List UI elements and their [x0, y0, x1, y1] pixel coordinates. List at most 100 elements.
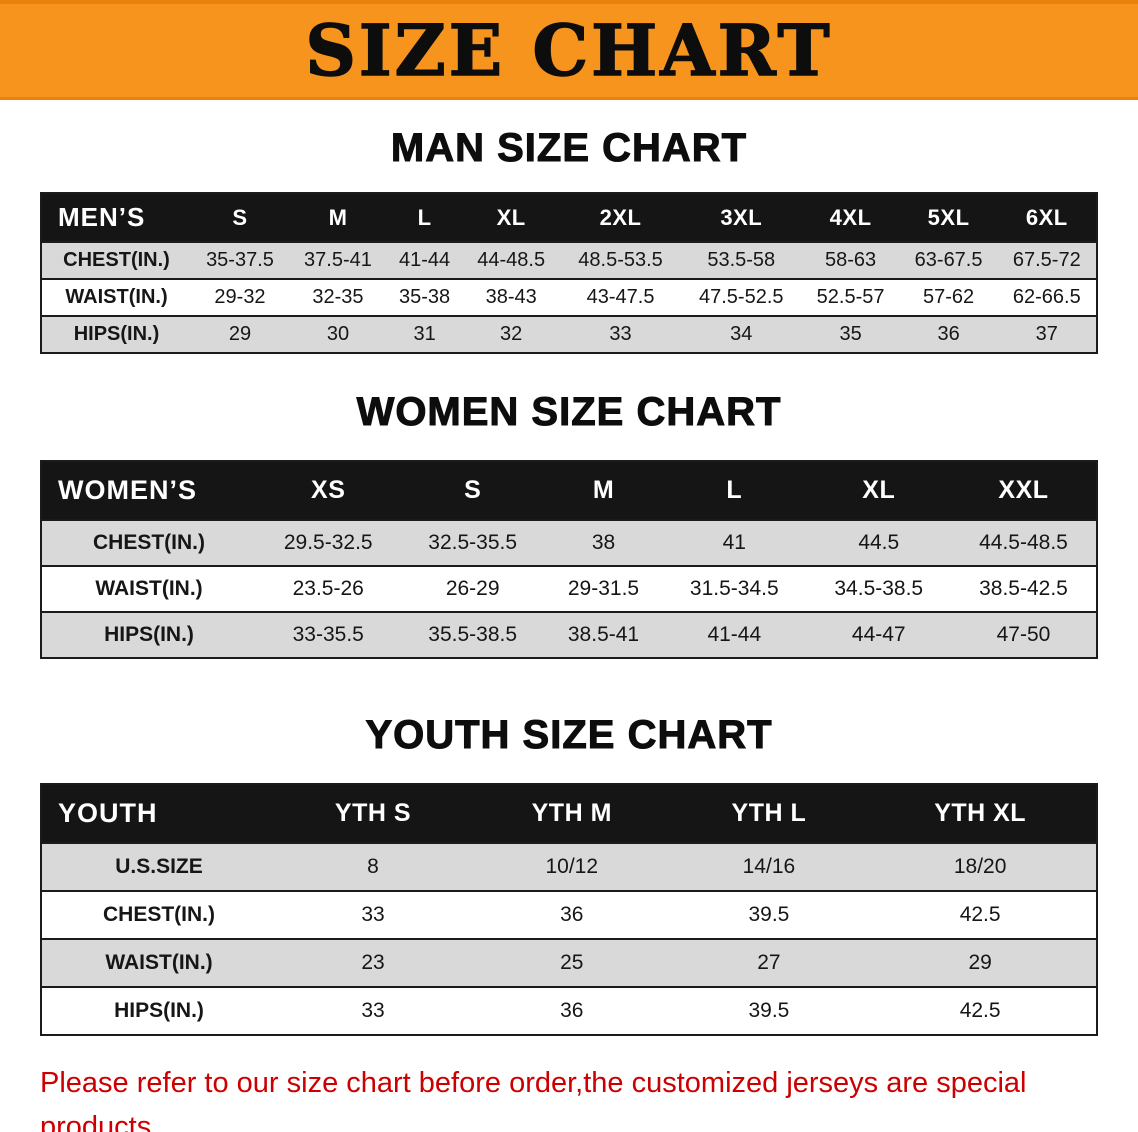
- row-label: CHEST(IN.): [41, 519, 256, 566]
- youth-size-table: YOUTH YTH S YTH M YTH L YTH XL U.S.SIZE 8 10/12…: [40, 783, 1098, 1036]
- row-label: WAIST(IN.): [41, 565, 256, 612]
- table-corner-label: MEN’S: [41, 193, 191, 242]
- column-header: XXL: [950, 461, 1097, 520]
- size-cell: 58-63: [801, 241, 900, 279]
- table-row: CHEST(IN.) 35-37.5 37.5-41 41-44 44-48.5 48.5…: [41, 241, 1097, 279]
- row-label: WAIST(IN.): [41, 278, 191, 316]
- size-cell: 47.5-52.5: [680, 278, 802, 316]
- table-corner-label: YOUTH: [41, 784, 276, 843]
- size-cell: 26-29: [400, 565, 545, 612]
- column-header: YTH XL: [864, 784, 1097, 843]
- size-cell: 39.5: [673, 890, 865, 939]
- column-header: M: [544, 461, 663, 520]
- table-row: WAIST(IN.) 23 25 27 29: [41, 938, 1097, 987]
- size-cell: 33: [276, 890, 470, 939]
- size-cell: 23.5-26: [256, 565, 401, 612]
- size-cell: 57-62: [899, 278, 998, 316]
- size-cell: 33: [560, 315, 681, 353]
- table-row: CHEST(IN.) 33 36 39.5 42.5: [41, 890, 1097, 939]
- table-row: HIPS(IN.) 33 36 39.5 42.5: [41, 986, 1097, 1035]
- size-cell: 18/20: [864, 842, 1097, 891]
- size-cell: 32.5-35.5: [400, 519, 545, 566]
- size-cell: 29-32: [191, 278, 289, 316]
- size-cell: 31.5-34.5: [662, 565, 807, 612]
- size-cell: 47-50: [950, 611, 1097, 658]
- size-cell: 62-66.5: [997, 278, 1097, 316]
- size-cell: 38: [544, 519, 663, 566]
- size-cell: 63-67.5: [899, 241, 998, 279]
- size-cell: 36: [469, 890, 674, 939]
- table-row: CHEST(IN.) 29.5-32.5 32.5-35.5 38 41 44.5 44.5…: [41, 519, 1097, 566]
- women-size-table: WOMEN’S XS S M L XL XXL CHEST(IN.) 29.5-32.5 32.5…: [40, 460, 1098, 659]
- column-header: XL: [462, 193, 561, 242]
- size-cell: 44.5: [806, 519, 951, 566]
- size-cell: 29: [191, 315, 289, 353]
- row-label: HIPS(IN.): [41, 986, 276, 1035]
- size-cell: 52.5-57: [801, 278, 900, 316]
- size-cell: 30: [288, 315, 387, 353]
- table-row: WAIST(IN.) 23.5-26 26-29 29-31.5 31.5-34.5 34…: [41, 565, 1097, 612]
- size-cell: 34: [680, 315, 802, 353]
- size-cell: 44-47: [806, 611, 951, 658]
- size-cell: 31: [386, 315, 463, 353]
- size-cell: 29: [864, 938, 1097, 987]
- column-header: S: [400, 461, 545, 520]
- column-header: 4XL: [801, 193, 900, 242]
- size-cell: 23: [276, 938, 470, 987]
- size-cell: 41-44: [662, 611, 807, 658]
- youth-size-section: YOUTH SIZE CHART YOUTH YTH S YTH M YTH L YTH…: [0, 713, 1138, 1036]
- size-cell: 10/12: [469, 842, 674, 891]
- size-cell: 67.5-72: [997, 241, 1097, 279]
- size-cell: 33-35.5: [256, 611, 401, 658]
- size-cell: 29-31.5: [544, 565, 663, 612]
- men-size-table: MEN’S S M L XL 2XL 3XL 4XL 5XL 6XL CHEST(IN.) 35-37…: [40, 192, 1098, 354]
- size-cell: 44.5-48.5: [950, 519, 1097, 566]
- size-cell: 35: [801, 315, 900, 353]
- size-cell: 32-35: [288, 278, 387, 316]
- size-cell: 41-44: [386, 241, 463, 279]
- table-header-row: YOUTH YTH S YTH M YTH L YTH XL: [41, 784, 1097, 843]
- size-cell: 29.5-32.5: [256, 519, 401, 566]
- size-cell: 36: [899, 315, 998, 353]
- row-label: CHEST(IN.): [41, 890, 276, 939]
- row-label: HIPS(IN.): [41, 315, 191, 353]
- size-cell: 38.5-41: [544, 611, 663, 658]
- title-banner: SIZE CHART: [0, 0, 1138, 100]
- youth-section-heading: YOUTH SIZE CHART: [365, 713, 773, 758]
- size-cell: 25: [469, 938, 674, 987]
- disclaimer-line-1: Please refer to our size chart before or…: [40, 1067, 1027, 1132]
- size-cell: 37.5-41: [288, 241, 387, 279]
- size-cell: 39.5: [673, 986, 865, 1035]
- column-header: 6XL: [997, 193, 1097, 242]
- size-cell: 42.5: [864, 986, 1097, 1035]
- column-header: S: [191, 193, 289, 242]
- women-section-heading: WOMEN SIZE CHART: [356, 390, 782, 435]
- row-label: WAIST(IN.): [41, 938, 276, 987]
- size-cell: 35.5-38.5: [400, 611, 545, 658]
- size-cell: 8: [276, 842, 470, 891]
- column-header: L: [662, 461, 807, 520]
- size-cell: 35-37.5: [191, 241, 289, 279]
- page-title: SIZE CHART: [305, 8, 833, 92]
- size-cell: 32: [462, 315, 561, 353]
- column-header: 3XL: [680, 193, 802, 242]
- size-cell: 48.5-53.5: [560, 241, 681, 279]
- size-cell: 27: [673, 938, 865, 987]
- row-label: U.S.SIZE: [41, 842, 276, 891]
- size-cell: 34.5-38.5: [806, 565, 951, 612]
- table-corner-label: WOMEN’S: [41, 461, 256, 520]
- column-header: 5XL: [899, 193, 998, 242]
- table-header-row: MEN’S S M L XL 2XL 3XL 4XL 5XL 6XL: [41, 193, 1097, 242]
- size-cell: 41: [662, 519, 807, 566]
- column-header: XS: [256, 461, 401, 520]
- table-row: U.S.SIZE 8 10/12 14/16 18/20: [41, 842, 1097, 891]
- size-cell: 42.5: [864, 890, 1097, 939]
- table-row: HIPS(IN.) 29 30 31 32 33 34 35 36 37: [41, 315, 1097, 353]
- size-cell: 33: [276, 986, 470, 1035]
- men-section-heading: MAN SIZE CHART: [390, 126, 748, 171]
- size-cell: 14/16: [673, 842, 865, 891]
- column-header: YTH S: [276, 784, 470, 843]
- women-size-section: WOMEN SIZE CHART WOMEN’S XS S M L XL XXL CHEST(…: [0, 390, 1138, 659]
- column-header: YTH M: [469, 784, 674, 843]
